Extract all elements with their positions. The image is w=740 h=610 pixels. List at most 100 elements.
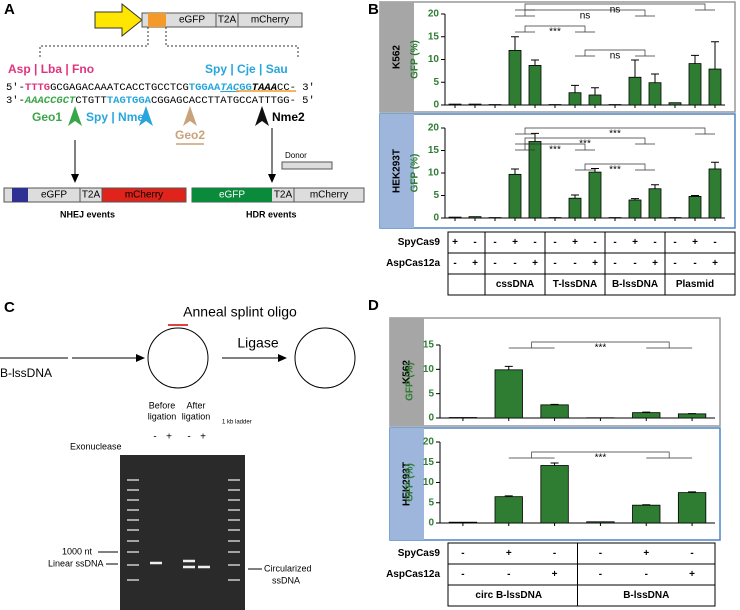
significance-label: *** [549,27,561,38]
bottom-strand: 3′-AAACCGCTCTGTTTAGTGGACGGAGCACCTTATGCCA… [6,95,315,107]
row-label: SpyCas9 [398,237,441,248]
error-bar [571,84,579,93]
table-frame [447,542,716,607]
bar [468,103,482,106]
cell-sign: + [532,258,538,269]
bar [628,76,642,106]
outcome-label: NHEJ events [60,209,115,219]
cell-sign: - [599,548,602,559]
enzyme-label: Spy | Cje | Sau [205,62,288,76]
error-bar [691,54,699,64]
cell-sign: + [592,258,598,269]
row-label: SpyCas9 [398,548,441,559]
bar [448,103,462,106]
donor [281,161,333,170]
y-tick-label: 15 [423,340,435,351]
cell-sign: - [673,237,676,248]
y-axis-label: GFP (%) [405,362,416,401]
mcherry [101,187,187,203]
lane-sign: + [200,432,206,443]
circular-dna [294,327,356,389]
y-tick-label: 20 [423,437,435,448]
y-tick-label: 10 [428,54,440,65]
y-tick-label: 20 [428,9,440,20]
target-site [148,13,166,27]
cell-label-box [380,114,414,228]
cell-label: K562 [402,360,413,384]
bar [628,199,642,219]
cell-sign: - [613,258,616,269]
gene-label: T2A [218,15,237,26]
step-label: Ligase [237,335,278,351]
cell-sign: - [573,258,576,269]
bar [648,188,662,219]
bar [508,50,522,106]
error-bar [511,36,519,51]
cell-sign: + [632,237,638,248]
row-label: AspCas12a [386,258,440,269]
arrow-head [268,174,276,183]
bar [528,65,542,106]
gene-label: mCherry [125,190,163,201]
significance-label: *** [595,453,607,464]
significance-label: *** [609,165,621,176]
seq: CTGTT [75,95,107,107]
cell-sign: - [690,548,693,559]
annealed-circle [147,327,209,389]
bar [448,216,462,219]
cell-sign: + [692,237,698,248]
error-bar [651,184,659,189]
bar [540,465,569,524]
bar [494,369,523,419]
cut-site [139,106,153,126]
significance-bracket [515,143,595,151]
top-strand: 5′-TTTGGCGAGACAAATCACCTGCCTCGTGGAATACGGT… [6,82,315,94]
significance-label: *** [595,343,607,354]
significance-bracket [515,127,715,135]
error-bar [531,132,539,142]
gene-label: mCherry [310,190,348,201]
group-label: cssDNA [496,279,534,290]
panel-letter: A [4,1,15,18]
enzyme-label: Nme2 [272,110,305,124]
seq: AAACCGCT [24,95,76,107]
cell-label: HEK293T [402,462,413,506]
group-label: B-lssDNA [623,590,669,601]
significance-label: *** [609,129,621,140]
gene-label: T2A [82,190,101,201]
cell-label: K562 [392,45,403,69]
bar [677,492,707,524]
y-tick-label: 5 [428,388,434,399]
lane-header: After [186,400,205,410]
lane-header: 1 kb ladder [222,420,252,426]
y-tick-label: 15 [423,457,435,468]
lane-header: ligation [148,411,177,421]
panel-a: eGFP T2A mCherry Asp | Lba | Fno Spy | C… [3,2,365,219]
y-tick-label: 0 [428,518,434,529]
seq: TAGTGGA [107,95,152,107]
y-tick-label: 15 [428,31,440,42]
significance-bracket [508,341,693,349]
seq: - 5′ [290,95,315,107]
y-tick-label: 20 [428,123,440,134]
seq: TAAA [252,82,277,94]
cell-sign: - [599,569,602,580]
cell-sign: - [613,237,616,248]
y-tick-label: 0 [433,100,439,111]
cell-label: HEK293T [392,149,403,193]
y-tick-label: 5 [428,497,434,508]
cell-sign: - [513,258,516,269]
group-label: circ B-lssDNA [475,590,542,601]
seq: GCGAGACAAATCACCTGCC [50,82,170,94]
cell-sign: + [552,569,558,580]
row-label: AspCas12a [386,569,440,580]
enzyme-label: Spy | Nme1 [86,110,151,124]
marker-label: Circularized [264,563,312,573]
y-axis-label: GFP (%) [410,40,421,79]
seq: CGGAGCACCTTATGCCATTTGG [151,95,290,107]
cell-sign: - [553,237,556,248]
cell-label-box [390,428,424,540]
cell-sign: + [643,548,649,559]
bar [648,82,662,106]
marker-label: 1000 nt [62,546,93,556]
